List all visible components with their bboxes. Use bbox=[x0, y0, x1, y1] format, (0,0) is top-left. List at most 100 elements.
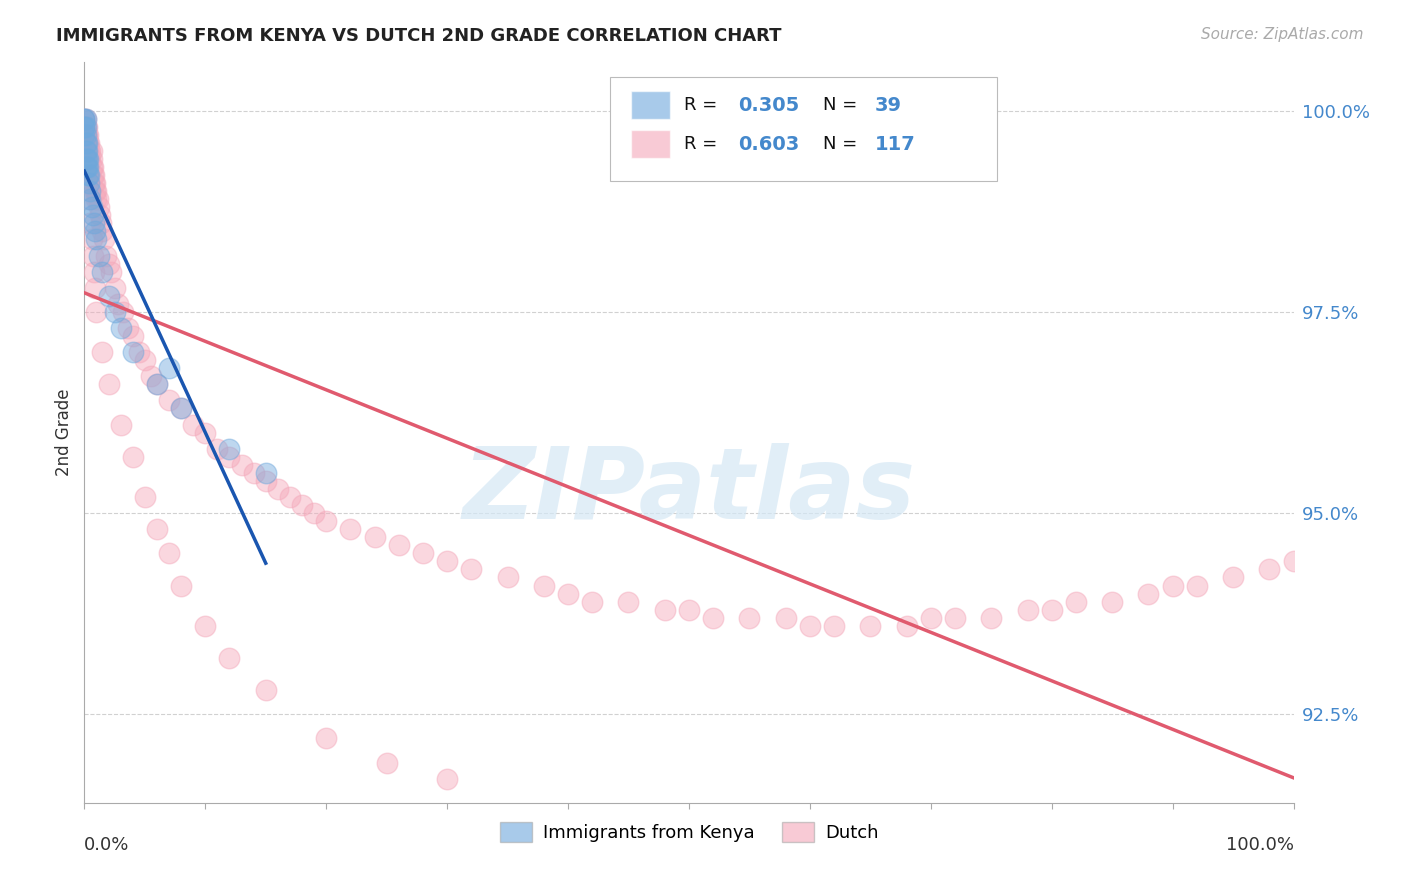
Point bbox=[75, 128, 97, 142]
Point bbox=[110, 321, 132, 335]
Point bbox=[82, 249, 104, 263]
Point bbox=[254, 466, 277, 480]
Text: 0.305: 0.305 bbox=[738, 95, 800, 115]
Point bbox=[375, 756, 398, 770]
Point bbox=[267, 482, 290, 496]
Point bbox=[77, 168, 100, 182]
Point bbox=[533, 578, 555, 592]
Point bbox=[77, 160, 100, 174]
Point bbox=[83, 176, 105, 190]
Point bbox=[363, 530, 385, 544]
Point bbox=[86, 192, 108, 206]
Point bbox=[79, 152, 101, 166]
Point bbox=[84, 224, 107, 238]
Point bbox=[799, 619, 821, 633]
Point bbox=[678, 602, 700, 616]
Point bbox=[315, 731, 337, 746]
Y-axis label: 2nd Grade: 2nd Grade bbox=[55, 389, 73, 476]
Point bbox=[86, 232, 108, 246]
Text: ZIPatlas: ZIPatlas bbox=[463, 443, 915, 541]
Point bbox=[104, 305, 127, 319]
Point bbox=[75, 120, 97, 134]
Point bbox=[77, 192, 100, 206]
Point bbox=[139, 369, 162, 384]
Point bbox=[75, 112, 97, 126]
Point bbox=[859, 619, 882, 633]
Point bbox=[1064, 594, 1087, 608]
Point bbox=[73, 112, 96, 126]
Point bbox=[896, 619, 918, 633]
Point bbox=[254, 474, 277, 488]
Point bbox=[93, 232, 115, 246]
Bar bbox=[631, 91, 669, 120]
Point bbox=[581, 594, 603, 608]
Text: N =: N = bbox=[823, 135, 863, 153]
Point bbox=[218, 450, 240, 464]
Point bbox=[121, 345, 143, 359]
Point bbox=[460, 562, 482, 576]
Point bbox=[75, 152, 97, 166]
Point bbox=[134, 490, 156, 504]
Point bbox=[73, 128, 96, 142]
Point bbox=[436, 772, 458, 786]
Point bbox=[617, 594, 640, 608]
Point bbox=[90, 216, 112, 230]
Point bbox=[1258, 562, 1281, 576]
Text: Source: ZipAtlas.com: Source: ZipAtlas.com bbox=[1201, 27, 1364, 42]
Point bbox=[1040, 602, 1063, 616]
Point bbox=[79, 216, 101, 230]
Point bbox=[339, 522, 361, 536]
Point bbox=[231, 458, 253, 472]
Point bbox=[146, 522, 169, 536]
Point bbox=[170, 401, 193, 416]
Point bbox=[146, 377, 169, 392]
FancyBboxPatch shape bbox=[610, 78, 997, 181]
Point bbox=[278, 490, 301, 504]
Text: 39: 39 bbox=[875, 95, 903, 115]
Point bbox=[207, 442, 229, 456]
Point bbox=[107, 297, 129, 311]
Point bbox=[83, 168, 105, 182]
Point bbox=[80, 200, 103, 214]
Point bbox=[79, 144, 101, 158]
Point bbox=[76, 136, 98, 150]
Point bbox=[86, 305, 108, 319]
Point bbox=[146, 377, 169, 392]
Point bbox=[77, 168, 100, 182]
Point bbox=[75, 112, 97, 126]
Point bbox=[94, 249, 117, 263]
Point bbox=[194, 425, 217, 440]
Point bbox=[702, 611, 724, 625]
Point bbox=[76, 128, 98, 142]
Point bbox=[496, 570, 519, 584]
Point bbox=[412, 546, 434, 560]
Text: R =: R = bbox=[685, 96, 723, 114]
Point bbox=[134, 353, 156, 368]
Point bbox=[436, 554, 458, 568]
Point bbox=[84, 176, 107, 190]
Point bbox=[83, 265, 105, 279]
Point bbox=[86, 184, 108, 198]
Point bbox=[79, 184, 101, 198]
Point bbox=[77, 152, 100, 166]
Point bbox=[73, 120, 96, 134]
Point bbox=[77, 136, 100, 150]
Point bbox=[110, 417, 132, 432]
Point bbox=[157, 361, 180, 376]
Point bbox=[82, 168, 104, 182]
Point bbox=[76, 136, 98, 150]
Point bbox=[82, 208, 104, 222]
Point bbox=[218, 651, 240, 665]
Point bbox=[76, 160, 98, 174]
Point bbox=[80, 152, 103, 166]
Point bbox=[84, 281, 107, 295]
Point bbox=[170, 578, 193, 592]
Point bbox=[91, 345, 114, 359]
Point bbox=[73, 120, 96, 134]
Point bbox=[77, 144, 100, 158]
Point bbox=[302, 506, 325, 520]
Point bbox=[83, 216, 105, 230]
Point bbox=[91, 224, 114, 238]
Point bbox=[121, 329, 143, 343]
Point bbox=[1282, 554, 1305, 568]
